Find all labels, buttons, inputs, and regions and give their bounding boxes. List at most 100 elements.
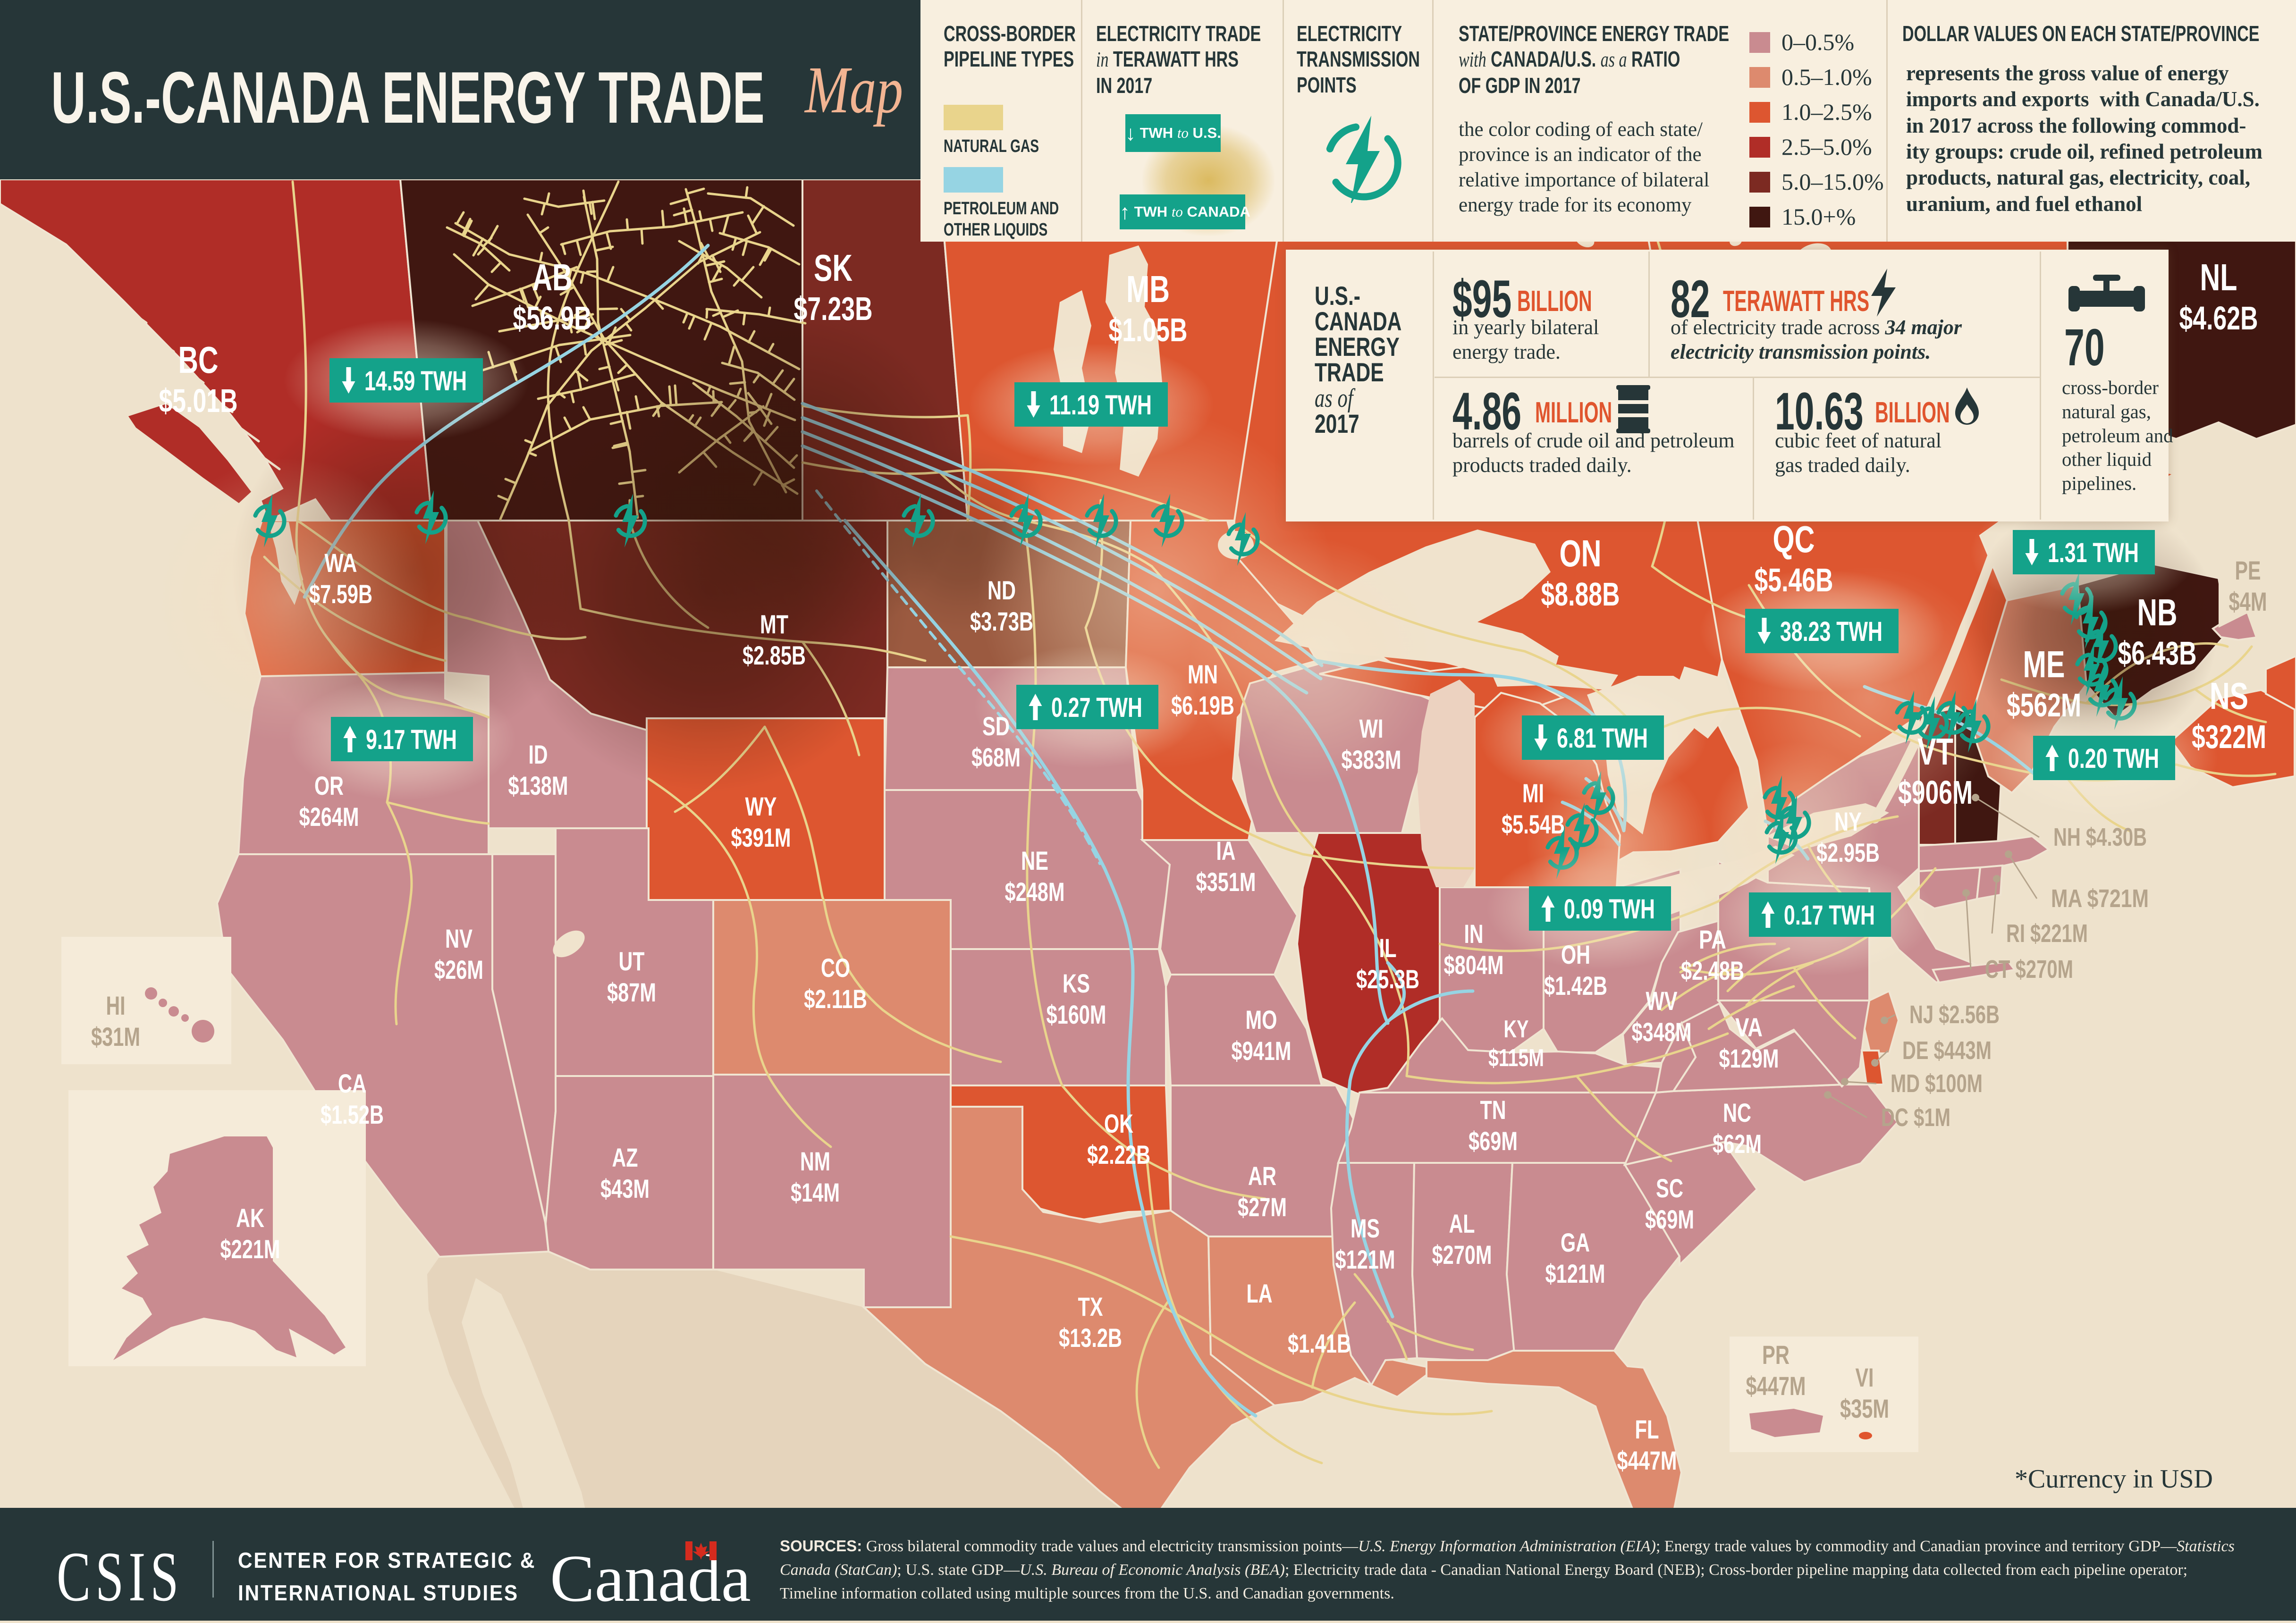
svg-text:$383M: $383M <box>1342 745 1401 774</box>
svg-text:WV: WV <box>1646 986 1678 1016</box>
svg-text:QC: QC <box>1773 518 1815 560</box>
svg-text:11.19 TWH: 11.19 TWH <box>1049 390 1152 420</box>
svg-text:CO: CO <box>821 953 850 983</box>
svg-text:MN: MN <box>1188 659 1218 689</box>
svg-text:$5.01B: $5.01B <box>159 382 238 419</box>
svg-text:NL: NL <box>2200 256 2237 298</box>
svg-text:$1.42B: $1.42B <box>1544 971 1607 1001</box>
svg-text:SK: SK <box>814 247 853 289</box>
svg-text:$447M: $447M <box>1617 1446 1677 1475</box>
svg-text:$6.19B: $6.19B <box>1171 690 1234 720</box>
svg-text:NS: NS <box>2210 675 2248 717</box>
svg-text:ON: ON <box>1560 532 1602 574</box>
svg-text:VT: VT <box>1917 731 1953 773</box>
svg-text:$69M: $69M <box>1645 1204 1694 1234</box>
svg-text:UT: UT <box>619 946 645 976</box>
svg-text:$7.59B: $7.59B <box>309 579 372 609</box>
svg-text:MS: MS <box>1351 1213 1380 1243</box>
svg-text:$6.43B: $6.43B <box>2118 635 2197 672</box>
svg-text:$87M: $87M <box>607 977 656 1007</box>
svg-text:ID: ID <box>529 740 548 769</box>
svg-text:SD: SD <box>982 711 1010 741</box>
svg-text:$56.9B: $56.9B <box>513 300 592 336</box>
svg-text:$5.46B: $5.46B <box>1755 562 1833 598</box>
svg-text:NJ $2.56B: NJ $2.56B <box>1909 1001 2000 1029</box>
svg-text:$8.88B: $8.88B <box>1541 576 1620 613</box>
svg-text:0.20 TWH: 0.20 TWH <box>2068 743 2159 774</box>
svg-text:0.27 TWH: 0.27 TWH <box>1051 692 1142 723</box>
svg-text:$69M: $69M <box>1469 1126 1518 1156</box>
svg-text:$35M: $35M <box>1840 1394 1889 1423</box>
svg-text:AL: AL <box>1449 1209 1475 1238</box>
svg-text:KS: KS <box>1063 968 1090 998</box>
svg-text:PE: PE <box>2235 555 2261 585</box>
svg-text:$562M: $562M <box>2007 687 2081 723</box>
svg-text:CA: CA <box>338 1068 366 1098</box>
svg-text:$264M: $264M <box>299 802 359 832</box>
svg-text:WI: WI <box>1359 714 1384 743</box>
svg-text:MB: MB <box>1126 268 1170 310</box>
svg-text:$3.73B: $3.73B <box>970 606 1033 636</box>
svg-text:NV: NV <box>445 924 473 953</box>
svg-text:NC: NC <box>1723 1098 1751 1127</box>
svg-text:$43M: $43M <box>600 1174 650 1203</box>
svg-text:$68M: $68M <box>971 742 1021 772</box>
svg-text:TX: TX <box>1078 1292 1103 1321</box>
svg-text:MD $100M: MD $100M <box>1891 1069 1983 1098</box>
svg-text:$4.62B: $4.62B <box>2179 300 2258 336</box>
svg-text:$25.3B: $25.3B <box>1356 964 1419 994</box>
svg-text:IA: IA <box>1216 836 1236 866</box>
svg-text:FL: FL <box>1635 1414 1659 1444</box>
svg-text:$31M: $31M <box>91 1022 140 1051</box>
svg-text:$160M: $160M <box>1047 1000 1106 1029</box>
svg-text:$2.22B: $2.22B <box>1087 1140 1150 1169</box>
svg-text:VA: VA <box>1735 1012 1763 1042</box>
svg-text:$115M: $115M <box>1488 1044 1544 1072</box>
svg-text:$447M: $447M <box>1746 1371 1806 1401</box>
svg-text:AK: AK <box>236 1203 264 1233</box>
svg-text:$129M: $129M <box>1719 1043 1779 1073</box>
svg-text:$804M: $804M <box>1444 950 1504 980</box>
svg-text:$391M: $391M <box>731 823 791 852</box>
svg-text:ME: ME <box>2023 643 2065 685</box>
svg-text:$1.52B: $1.52B <box>321 1100 384 1129</box>
svg-text:AZ: AZ <box>612 1143 638 1172</box>
svg-text:$2.48B: $2.48B <box>1681 956 1744 985</box>
svg-text:9.17 TWH: 9.17 TWH <box>366 724 457 755</box>
svg-text:OR: OR <box>314 771 344 800</box>
svg-text:PR: PR <box>1762 1340 1790 1370</box>
svg-text:$62M: $62M <box>1713 1129 1762 1159</box>
svg-text:$1.41B: $1.41B <box>1288 1329 1351 1358</box>
svg-text:$270M: $270M <box>1432 1240 1492 1270</box>
svg-text:AB: AB <box>532 256 573 298</box>
svg-text:DE $443M: DE $443M <box>1902 1036 1992 1065</box>
svg-text:$2.95B: $2.95B <box>1816 838 1880 867</box>
svg-text:KY: KY <box>1504 1016 1529 1043</box>
svg-text:MA $721M: MA $721M <box>2051 884 2149 913</box>
svg-text:NB: NB <box>2137 591 2178 633</box>
svg-text:MT: MT <box>760 609 788 639</box>
svg-text:$248M: $248M <box>1005 877 1065 907</box>
svg-text:38.23 TWH: 38.23 TWH <box>1780 616 1882 647</box>
svg-text:1.31 TWH: 1.31 TWH <box>2048 538 2139 568</box>
svg-text:NE: NE <box>1021 846 1048 875</box>
svg-text:NH $4.30B: NH $4.30B <box>2053 823 2147 851</box>
svg-text:$13.2B: $13.2B <box>1059 1323 1122 1353</box>
svg-text:$221M: $221M <box>220 1234 280 1264</box>
svg-text:$1.05B: $1.05B <box>1109 311 1188 348</box>
svg-text:OH: OH <box>1561 940 1590 969</box>
svg-text:BC: BC <box>178 339 219 381</box>
svg-text:TN: TN <box>1480 1095 1506 1125</box>
svg-text:OK: OK <box>1104 1109 1133 1138</box>
svg-text:SC: SC <box>1656 1173 1683 1203</box>
svg-text:LA: LA <box>1247 1278 1273 1308</box>
svg-text:$7.23B: $7.23B <box>794 290 873 327</box>
svg-text:NY: NY <box>1834 807 1862 836</box>
svg-text:NM: NM <box>800 1146 830 1176</box>
svg-text:$2.85B: $2.85B <box>743 640 806 670</box>
svg-text:MI: MI <box>1522 778 1544 808</box>
svg-text:WA: WA <box>325 548 357 578</box>
svg-text:ND: ND <box>988 575 1016 605</box>
svg-text:$906M: $906M <box>1898 774 1973 811</box>
svg-text:$351M: $351M <box>1196 867 1256 897</box>
